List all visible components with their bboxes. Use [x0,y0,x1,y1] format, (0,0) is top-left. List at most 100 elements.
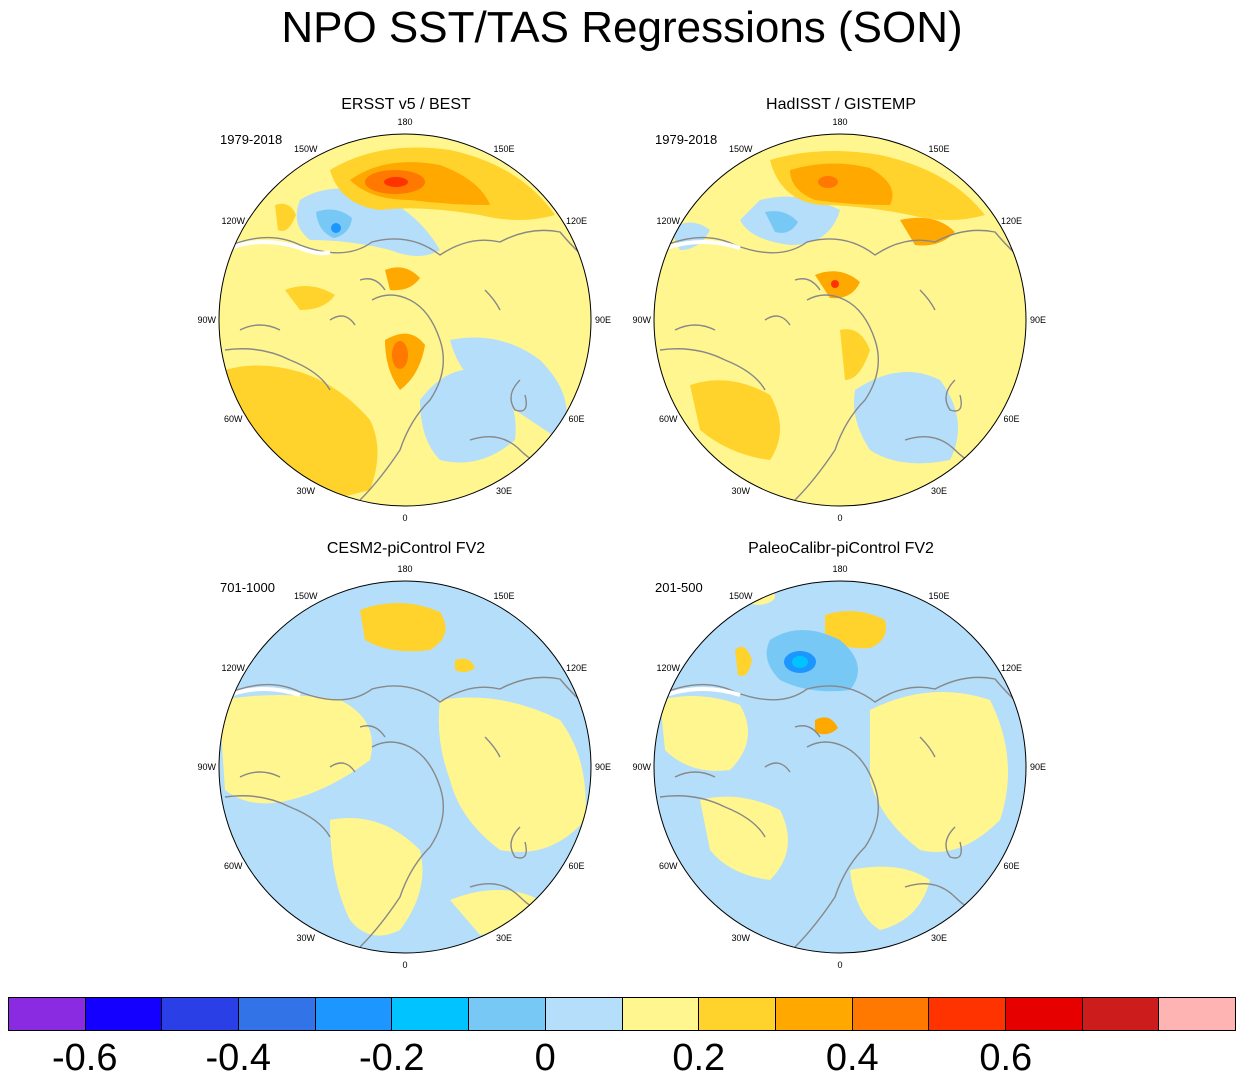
map-cesm2-picontrol [219,581,591,953]
lon-label: 60E [1003,861,1020,871]
lon-label: 60W [224,861,243,871]
lon-label: 30W [296,933,316,944]
colorbar-box [162,998,240,1030]
map-frame [653,133,1027,507]
colorbar-box [9,998,86,1030]
lon-label: 90W [632,762,652,772]
anomaly-region [870,692,1008,852]
lon-label: 150W [294,143,318,154]
colorbar-box [622,998,700,1030]
anomaly-region [854,372,958,464]
coastlines [654,229,1026,501]
panel-title-paleocalibr-picontrol: PaleoCalibr-piControl FV2 [748,540,934,557]
anomaly-region [792,656,808,668]
colorbar-tick-label: -0.2 [359,1037,425,1079]
colorbar-box [469,998,546,1030]
anomaly-region [690,380,780,460]
lon-label: 120W [221,663,246,673]
lon-label: 90E [595,315,612,325]
anomaly-region [360,602,446,652]
colorbar-box [85,998,163,1030]
lon-label: 120E [1000,216,1022,226]
colorbar-box [929,998,1006,1030]
colorbar-box [775,998,853,1030]
anomaly-region [850,866,930,930]
lon-label: 30W [296,486,316,497]
map-paleocalibr-picontrol [654,581,1026,953]
lon-label: 0 [837,960,843,970]
lon-label: 120E [1000,663,1022,673]
lon-label: 180 [832,564,848,574]
lon-label: 30E [931,486,948,497]
panel-title-hadisst-gistemp: HadISST / GISTEMP [766,96,916,113]
colorbar-box [239,998,316,1030]
map-frame [653,580,1027,954]
lon-label: 150E [493,143,515,154]
map-frame [218,133,592,507]
anomaly-region [818,176,838,188]
lon-label: 120E [565,216,587,226]
panel-title-cesm2-picontrol: CESM2-piControl FV2 [326,540,486,557]
anomaly-region [765,211,798,233]
anomaly-region [825,611,886,649]
lon-label: 150W [294,590,318,601]
map-ersst-best [219,134,591,506]
polar-maps [218,133,1027,954]
anomaly-region [330,818,423,936]
anomaly-region [285,286,335,310]
anomaly-region [219,695,372,804]
anomaly-region [840,329,870,380]
map-hadisst-gistemp [654,134,1026,506]
lon-label: 30E [931,933,948,944]
colorbar-box [315,998,393,1030]
anomaly-region [275,203,296,231]
colorbar [8,997,1236,1031]
colorbar-box [1082,998,1160,1030]
anomaly-region [700,796,788,880]
colorbar-tick-label: -0.6 [52,1037,118,1079]
lon-label: 0 [402,960,408,970]
lon-label: 120W [656,216,681,226]
lon-label: 60W [659,861,678,871]
lon-label: 30W [731,933,751,944]
lon-label: 180 [397,117,413,127]
period-label-ersst-best: 1979-2018 [220,132,283,147]
lon-label: 30E [496,486,513,497]
lon-label: 30E [496,933,513,944]
period-label-paleocalibr-picontrol: 201-500 [655,580,703,595]
colorbar-box [699,998,776,1030]
coastlines [654,676,1026,948]
coastlines [219,676,591,948]
lon-label: 60W [659,414,678,424]
lon-label: 180 [832,117,848,127]
lon-label: 90E [1030,315,1047,325]
lon-label: 120E [565,663,587,673]
map-frame [218,580,592,954]
lon-label: 120W [656,663,681,673]
lon-label: 150E [493,590,515,601]
colorbar-tick-label: 0.4 [825,1037,879,1079]
lon-label: 120W [221,216,246,226]
lon-label: 60E [568,414,585,424]
anomaly-region [735,646,752,676]
anomaly-region [384,177,408,187]
lon-label: 60W [224,414,243,424]
panel-title-ersst-best: ERSST v5 / BEST [341,96,471,113]
anomaly-region [225,365,378,500]
period-label-hadisst-gistemp: 1979-2018 [655,132,718,147]
colorbar-box [1159,998,1235,1030]
period-label-cesm2-picontrol: 701-1000 [220,580,275,595]
colorbar-tick-label: 0 [534,1037,556,1079]
lon-label: 90W [632,315,652,325]
colorbar-box [392,998,470,1030]
lon-label: 150E [928,143,950,154]
colorbar-tick-label: 0.6 [979,1037,1033,1079]
anomaly-region [450,890,540,935]
coastlines [219,229,591,501]
anomaly-region [455,658,475,673]
map-background [219,581,591,953]
colorbar-tick-label: -0.4 [205,1037,271,1079]
anomaly-region [660,696,748,771]
lon-label: 60E [1003,414,1020,424]
anomaly-region [815,717,838,735]
